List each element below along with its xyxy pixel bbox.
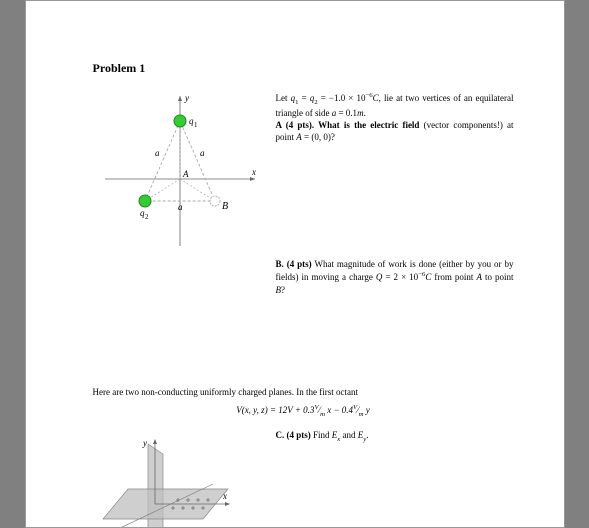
svg-text:A: A	[182, 169, 189, 179]
svg-text:x: x	[222, 491, 227, 501]
svg-text:a: a	[178, 202, 183, 212]
page-content: Problem 1 y x a	[26, 1, 564, 528]
part-a-question: A (4 pts). What is the electric field (v…	[276, 119, 514, 143]
figure-triangle: y x a a a A	[100, 91, 260, 251]
figure-column: y x a a a A	[93, 91, 268, 296]
part-b-question: B. (4 pts) What magnitude of work is don…	[276, 258, 514, 295]
svg-text:1: 1	[194, 121, 198, 129]
problem-1-body: y x a a a A	[93, 91, 514, 296]
document-page: Problem 1 y x a	[25, 0, 565, 528]
svg-text:y: y	[142, 438, 147, 448]
svg-text:a: a	[200, 148, 205, 158]
axis-x-label: x	[251, 167, 256, 177]
problem-2-section: Here are two non-conducting uniformly ch…	[93, 386, 514, 528]
part-a-intro: Let q1 = q2 = −1.0 × 10−6C, lie at two v…	[276, 91, 514, 119]
svg-text:2: 2	[145, 213, 149, 221]
part-c-column: C. (4 pts) Find Ex and Ey.	[276, 424, 514, 528]
figure2-column: y x	[93, 424, 268, 528]
problem-title: Problem 1	[93, 61, 514, 76]
figure-planes: y x	[93, 434, 233, 528]
planes-intro: Here are two non-conducting uniformly ch…	[93, 386, 514, 398]
svg-text:B: B	[222, 201, 228, 212]
potential-equation: V(x, y, z) = 12V + 0.3V⁄m x − 0.4V⁄m y	[93, 403, 514, 419]
text-column: Let q1 = q2 = −1.0 × 10−6C, lie at two v…	[276, 91, 514, 296]
svg-text:a: a	[155, 148, 160, 158]
part-c-question: C. (4 pts) Find Ex and Ey.	[276, 429, 514, 444]
axis-y-label: y	[184, 93, 189, 103]
